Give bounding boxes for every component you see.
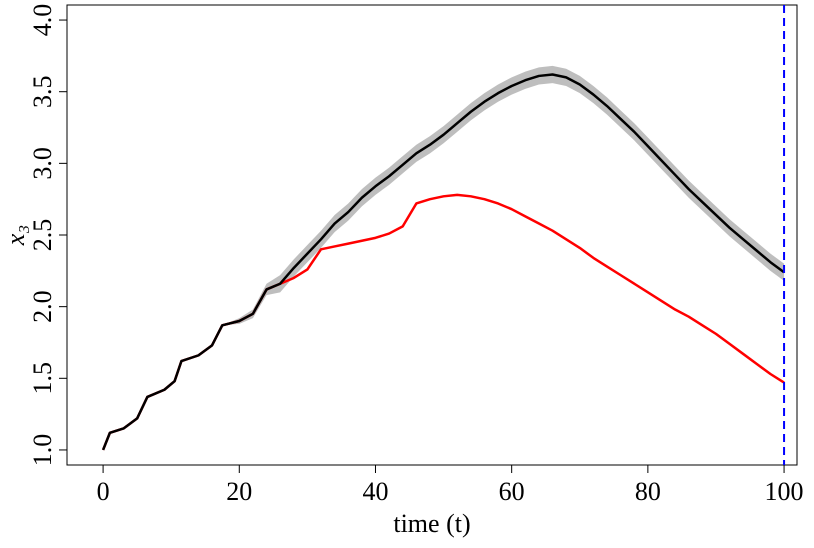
- y-axis-label: x₃: [1, 225, 30, 247]
- y-tick-label: 2.5: [28, 219, 57, 252]
- x-tick-label: 20: [226, 477, 252, 506]
- x-tick-label: 40: [362, 477, 388, 506]
- x-tick-label: 60: [499, 477, 525, 506]
- line: [101, 193, 785, 451]
- line: [101, 73, 785, 451]
- confidence-band: [103, 65, 785, 450]
- x-tick-label: 100: [765, 477, 804, 506]
- plot-frame: [66, 4, 798, 466]
- x-tick-label: 0: [97, 477, 110, 506]
- x-tick-label: 80: [635, 477, 661, 506]
- y-tick-label: 3.0: [28, 147, 57, 180]
- y-tick-label: 2.0: [28, 290, 57, 323]
- x-axis-label: time (t): [393, 509, 470, 538]
- y-tick-label: 3.5: [28, 75, 57, 108]
- y-tick-label: 1.5: [28, 362, 57, 395]
- y-tick-label: 4.0: [28, 4, 57, 37]
- y-tick-label: 1.0: [28, 434, 57, 467]
